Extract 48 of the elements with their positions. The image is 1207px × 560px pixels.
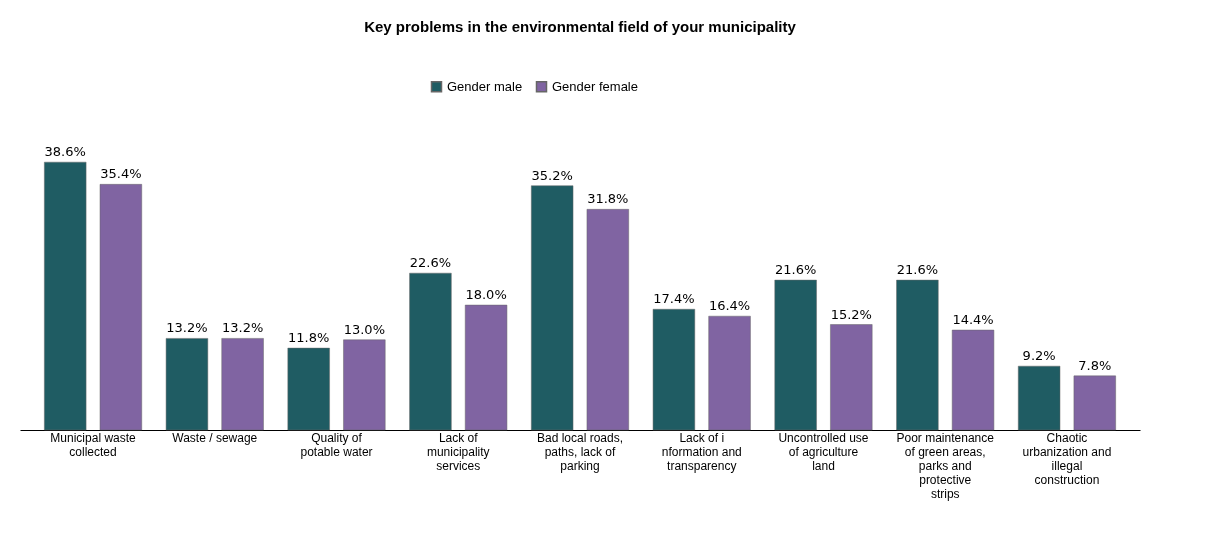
bar [165,338,209,431]
x-tick-label: Waste / sewage [172,430,258,445]
x-tick-label: Uncontrolled use of agriculture land [778,430,869,473]
data-label: 31.8% [587,191,629,207]
data-label: 18.0% [465,287,507,303]
bar [830,324,873,431]
bar [287,347,330,431]
chart-title: Key problems in the environmental field of your municipality [364,18,797,35]
data-label: 11.8% [288,330,330,346]
data-label: 35.4% [100,166,142,182]
bar [951,329,995,431]
data-label: 9.2% [1022,348,1056,364]
bar [44,161,87,431]
data-label: 13.2% [166,320,208,336]
data-label: 22.6% [409,255,452,271]
data-label: 13.2% [221,320,264,336]
bar [896,279,939,431]
x-tick-label: Poor maintenance of green areas, parks and protective strips [896,430,995,501]
data-label: 38.6% [44,144,86,160]
data-label: 21.6% [896,262,939,278]
x-tick-label: Lack of municipality services [426,430,490,473]
legend-label: Gender female [552,78,638,94]
bar [531,185,574,431]
x-tick-label: Bad local roads, paths, lack of parking [536,430,624,473]
data-label: 21.6% [775,262,817,278]
bar [409,272,452,431]
bar [221,338,264,431]
data-label: 13.0% [343,321,385,337]
x-tick-label: Quality of potable water [300,430,373,459]
x-tick-label: Lack of i nformation and transparency [661,430,742,473]
bar [652,309,696,431]
bar [464,304,508,431]
bar [343,339,386,431]
data-label: 17.4% [653,291,695,307]
bar [586,209,629,431]
data-label: 16.4% [708,298,751,314]
bar [1018,365,1061,431]
data-label: 7.8% [1078,357,1112,373]
data-label: 14.4% [952,312,994,328]
x-tick-label: Municipal waste collected [50,430,137,459]
data-label: 35.2% [531,167,573,183]
data-label: 15.2% [830,306,872,322]
legend-label: Gender male [447,78,523,94]
bar [774,279,817,431]
bar [708,315,751,431]
bar [1073,375,1116,431]
bar [99,184,142,431]
x-tick-label: Chaotic urbanization and illegal construction [1022,430,1112,487]
